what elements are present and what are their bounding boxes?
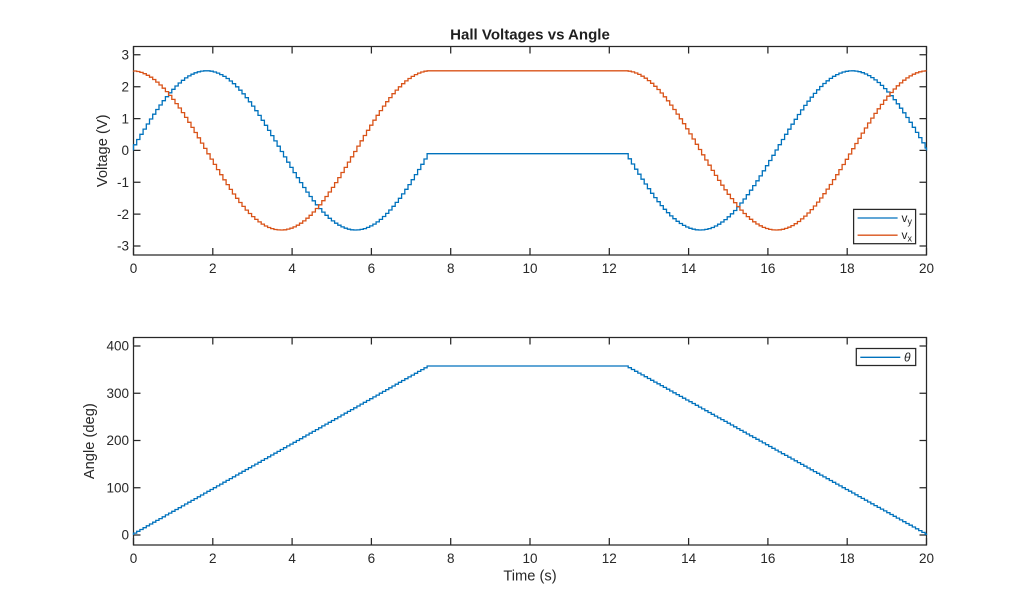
svg-text:-3: -3 — [117, 239, 129, 254]
svg-text:θ: θ — [904, 351, 911, 365]
svg-text:8: 8 — [447, 261, 455, 276]
svg-text:12: 12 — [602, 551, 617, 566]
svg-text:10: 10 — [522, 261, 537, 276]
svg-text:100: 100 — [106, 480, 129, 495]
svg-text:6: 6 — [368, 261, 376, 276]
svg-text:18: 18 — [840, 551, 855, 566]
svg-text:2: 2 — [209, 261, 217, 276]
svg-text:10: 10 — [522, 551, 537, 566]
svg-text:20: 20 — [919, 261, 934, 276]
svg-text:14: 14 — [681, 261, 697, 276]
svg-text:0: 0 — [130, 551, 138, 566]
svg-text:vx: vx — [902, 228, 913, 244]
svg-text:300: 300 — [106, 386, 129, 401]
svg-text:Angle (deg): Angle (deg) — [82, 403, 98, 479]
svg-text:3: 3 — [121, 48, 129, 63]
svg-text:12: 12 — [602, 261, 617, 276]
svg-text:6: 6 — [368, 551, 376, 566]
svg-text:2: 2 — [121, 79, 129, 94]
svg-text:0: 0 — [121, 528, 129, 543]
svg-text:4: 4 — [288, 261, 296, 276]
svg-text:vy: vy — [902, 211, 913, 227]
svg-text:16: 16 — [760, 261, 775, 276]
svg-text:2: 2 — [209, 551, 217, 566]
svg-text:Hall Voltages vs Angle: Hall Voltages vs Angle — [450, 26, 610, 43]
svg-text:4: 4 — [288, 551, 296, 566]
svg-text:14: 14 — [681, 551, 697, 566]
svg-text:0: 0 — [130, 261, 138, 276]
svg-text:18: 18 — [840, 261, 855, 276]
svg-text:8: 8 — [447, 551, 455, 566]
svg-text:200: 200 — [106, 433, 129, 448]
svg-text:16: 16 — [760, 551, 775, 566]
svg-text:1: 1 — [121, 111, 129, 126]
svg-text:Voltage (V): Voltage (V) — [95, 114, 111, 187]
svg-text:20: 20 — [919, 551, 934, 566]
svg-text:400: 400 — [106, 339, 129, 354]
svg-text:Time (s): Time (s) — [503, 569, 556, 585]
svg-text:-1: -1 — [117, 175, 129, 190]
svg-text:-2: -2 — [117, 207, 129, 222]
svg-text:0: 0 — [121, 143, 129, 158]
